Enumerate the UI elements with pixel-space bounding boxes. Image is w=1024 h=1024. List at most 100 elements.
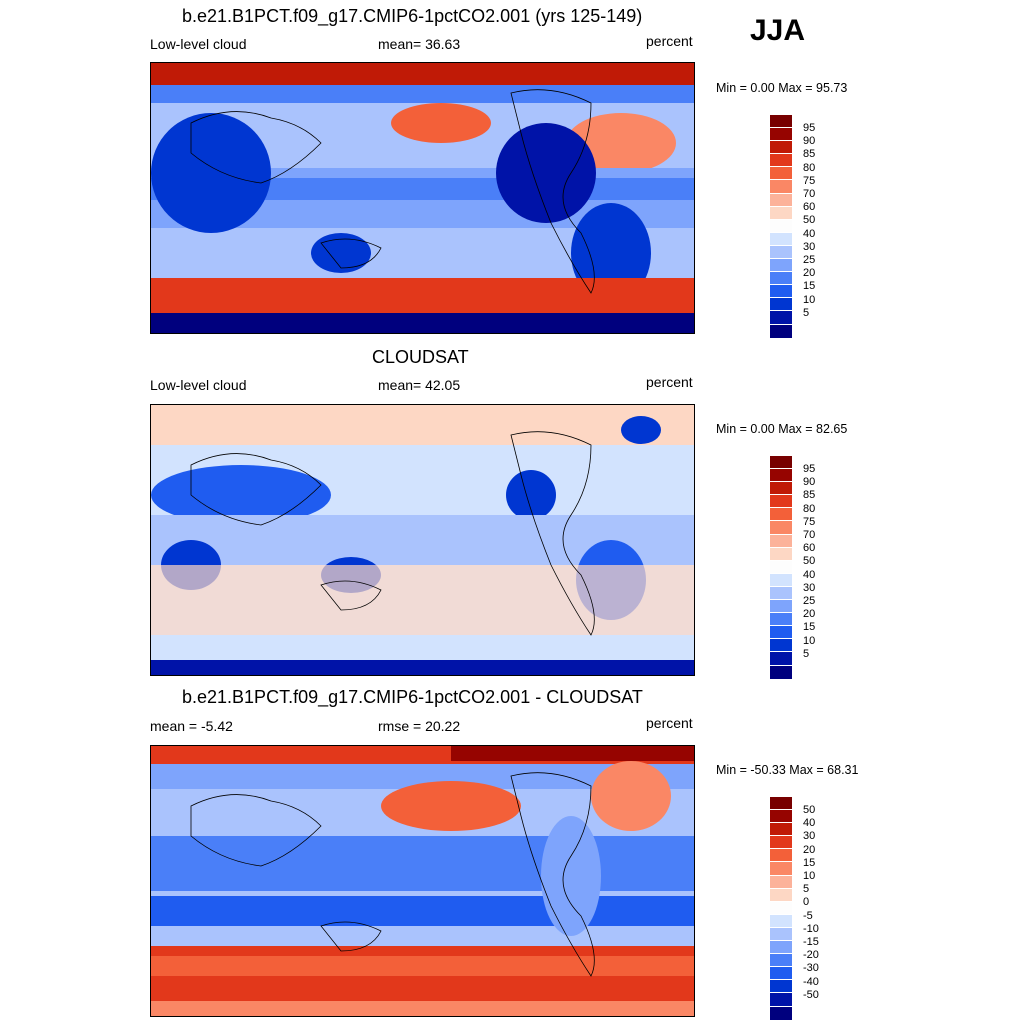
colorbar-swatch — [770, 232, 792, 246]
colorbar-swatch — [770, 521, 792, 535]
colorbar-swatch — [770, 311, 792, 325]
colorbar-tick: -20 — [803, 949, 819, 961]
colorbar-tick: 80 — [803, 503, 816, 515]
panel-3-map — [150, 745, 695, 1017]
colorbar-swatch — [770, 862, 792, 876]
colorbar-tick: 10 — [803, 635, 816, 647]
colorbar-swatch — [770, 167, 792, 181]
panel-1-minmax: Min = 0.00 Max = 95.73 — [716, 81, 848, 95]
colorbar-tick: 60 — [803, 542, 816, 554]
colorbar-swatch — [770, 810, 792, 824]
colorbar-tick: 30 — [803, 241, 816, 253]
colorbar-swatch — [770, 652, 792, 666]
colorbar-tick: 15 — [803, 280, 816, 292]
colorbar-swatch — [770, 980, 792, 994]
colorbar-tick: 5 — [803, 307, 810, 319]
colorbar-tick: 90 — [803, 476, 816, 488]
colorbar-tick: -15 — [803, 936, 819, 948]
colorbar-tick: 95 — [803, 122, 816, 134]
colorbar-swatch — [770, 823, 792, 837]
colorbar-tick: 75 — [803, 516, 816, 528]
panel-3-colorbar — [770, 797, 792, 1020]
colorbar-tick: 0 — [803, 896, 810, 908]
colorbar-tick: 50 — [803, 555, 816, 567]
colorbar-tick: 50 — [803, 214, 816, 226]
colorbar-swatch — [770, 875, 792, 889]
colorbar-tick: 30 — [803, 830, 816, 842]
panel-1-map-svg — [151, 63, 694, 333]
colorbar-swatch — [770, 219, 792, 233]
colorbar-swatch — [770, 993, 792, 1007]
colorbar-swatch — [770, 849, 792, 863]
colorbar-tick: -30 — [803, 962, 819, 974]
panel-1-units-label: percent — [646, 33, 693, 49]
panel-1-colorbar — [770, 115, 792, 338]
colorbar-swatch — [770, 508, 792, 522]
colorbar-tick: 40 — [803, 817, 816, 829]
colorbar-tick: 90 — [803, 135, 816, 147]
colorbar-swatch — [770, 324, 792, 338]
colorbar-tick: 75 — [803, 175, 816, 187]
colorbar-tick: 10 — [803, 294, 816, 306]
colorbar-swatch — [770, 941, 792, 955]
colorbar-swatch — [770, 469, 792, 483]
colorbar-swatch — [770, 613, 792, 627]
colorbar-tick: 20 — [803, 844, 816, 856]
colorbar-tick: 20 — [803, 608, 816, 620]
colorbar-swatch — [770, 206, 792, 220]
colorbar-swatch — [770, 115, 792, 129]
panel-3-title: b.e21.B1PCT.f09_g17.CMIP6-1pctCO2.001 - … — [182, 687, 643, 707]
panel-1-map — [150, 62, 695, 334]
colorbar-swatch — [770, 626, 792, 640]
colorbar-tick: 5 — [803, 648, 810, 660]
colorbar-swatch — [770, 534, 792, 548]
colorbar-swatch — [770, 495, 792, 509]
colorbar-tick: 25 — [803, 254, 816, 266]
colorbar-tick: 50 — [803, 804, 816, 816]
colorbar-swatch — [770, 128, 792, 142]
colorbar-swatch — [770, 836, 792, 850]
colorbar-swatch — [770, 285, 792, 299]
panel-2-map — [150, 404, 695, 676]
colorbar-swatch — [770, 967, 792, 981]
colorbar-tick: -50 — [803, 989, 819, 1001]
colorbar-swatch — [770, 600, 792, 614]
colorbar-swatch — [770, 954, 792, 968]
colorbar-swatch — [770, 298, 792, 312]
colorbar-swatch — [770, 1006, 792, 1020]
colorbar-tick: 40 — [803, 228, 816, 240]
colorbar-swatch — [770, 927, 792, 942]
panel-3-rmse-label: rmse = 20.22 — [378, 718, 461, 734]
colorbar-tick: -5 — [803, 910, 813, 922]
colorbar-tick: -40 — [803, 976, 819, 988]
colorbar-swatch — [770, 245, 792, 260]
colorbar-tick: 15 — [803, 857, 816, 869]
colorbar-tick: 30 — [803, 582, 816, 594]
colorbar-tick: 85 — [803, 148, 816, 160]
colorbar-swatch — [770, 914, 792, 928]
colorbar-swatch — [770, 901, 792, 915]
colorbar-tick: 85 — [803, 489, 816, 501]
colorbar-tick: 70 — [803, 188, 816, 200]
panel-2-colorbar — [770, 456, 792, 679]
panel-2-units-label: percent — [646, 374, 693, 390]
panel-2-variable-label: Low-level cloud — [150, 377, 247, 393]
colorbar-swatch — [770, 639, 792, 653]
colorbar-tick: 25 — [803, 595, 816, 607]
panel-1-variable-label: Low-level cloud — [150, 36, 247, 52]
colorbar-tick: 5 — [803, 883, 810, 895]
colorbar-tick: 20 — [803, 267, 816, 279]
panel-1-title: b.e21.B1PCT.f09_g17.CMIP6-1pctCO2.001 (y… — [182, 6, 643, 26]
panel-3-units-label: percent — [646, 715, 693, 731]
colorbar-swatch — [770, 547, 792, 561]
colorbar-swatch — [770, 797, 792, 811]
colorbar-tick: 70 — [803, 529, 816, 541]
panel-3-mean-label: mean = -5.42 — [150, 718, 233, 734]
colorbar-swatch — [770, 573, 792, 587]
colorbar-tick: 95 — [803, 463, 816, 475]
panel-2-title: CLOUDSAT — [372, 347, 469, 367]
colorbar-swatch — [770, 560, 792, 574]
panel-2-map-svg — [151, 405, 694, 675]
colorbar-swatch — [770, 586, 792, 601]
colorbar-swatch — [770, 665, 792, 679]
